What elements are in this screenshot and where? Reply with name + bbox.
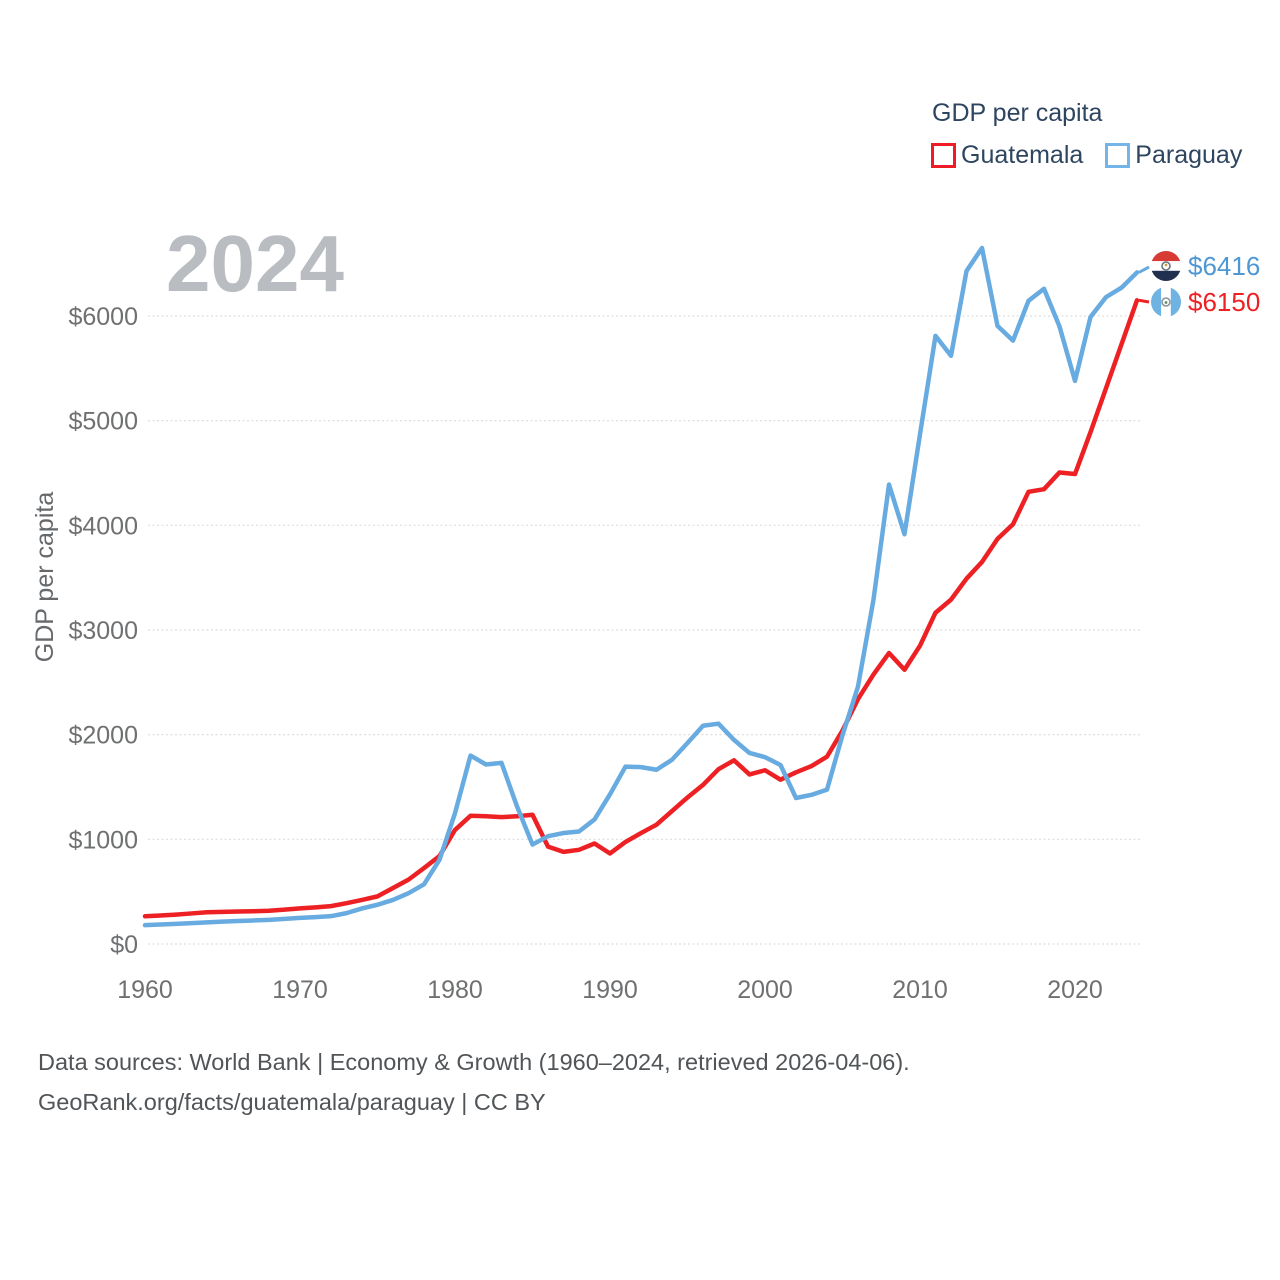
footer: Data sources: World Bank | Economy & Gro… [38, 1042, 910, 1122]
paraguay-end-value: $6416 [1188, 251, 1261, 281]
legend-label-paraguay: Paraguay [1135, 141, 1243, 169]
y-tick-label-4000: $4000 [68, 512, 138, 540]
paraguay-end-label: $6416 [1151, 251, 1260, 281]
y-tick-label-5000: $5000 [68, 408, 138, 436]
guatemala-end-label: $6150 [1151, 287, 1260, 317]
chart-legend: GDP per capita Guatemala Paraguay [931, 99, 1242, 170]
paraguay-flag-icon [1151, 251, 1181, 281]
x-tick-label-1980: 1980 [427, 976, 483, 1004]
legend-item-paraguay[interactable]: Paraguay [1105, 141, 1242, 170]
footer-sources-line: Data sources: World Bank | Economy & Gro… [38, 1049, 910, 1075]
guatemala-end-connector [1138, 298, 1150, 304]
x-tick-label-1960: 1960 [117, 976, 173, 1004]
x-tick-label-2020: 2020 [1047, 976, 1103, 1004]
paraguay-swatch-icon [1105, 143, 1131, 168]
legend-item-guatemala[interactable]: Guatemala [931, 141, 1083, 170]
guatemala-end-value: $6150 [1188, 287, 1261, 317]
y-tick-label-3000: $3000 [68, 617, 138, 645]
y-tick-label-2000: $2000 [68, 722, 138, 750]
legend-label-guatemala: Guatemala [961, 141, 1084, 169]
paraguay-end-connector [1138, 265, 1150, 274]
year-watermark: 2024 [166, 219, 344, 308]
guatemala-line[interactable] [142, 298, 1140, 919]
y-tick-label-0: $0 [110, 931, 138, 959]
x-tick-label-1970: 1970 [272, 976, 328, 1004]
paraguay-line[interactable] [142, 245, 1140, 928]
x-tick-label-2000: 2000 [737, 976, 793, 1004]
x-tick-label-1990: 1990 [582, 976, 638, 1004]
footer-attribution-line: GeoRank.org/facts/guatemala/paraguay | C… [38, 1089, 546, 1115]
y-axis-title: GDP per capita [31, 491, 59, 663]
y-tick-label-6000: $6000 [68, 303, 138, 331]
legend-row: Guatemala Paraguay [931, 141, 1242, 170]
y-tick-label-1000: $1000 [68, 826, 138, 854]
legend-title: GDP per capita [932, 99, 1103, 127]
x-tick-label-2010: 2010 [892, 976, 948, 1004]
guatemala-flag-icon [1151, 287, 1181, 317]
guatemala-swatch-icon [931, 143, 956, 168]
